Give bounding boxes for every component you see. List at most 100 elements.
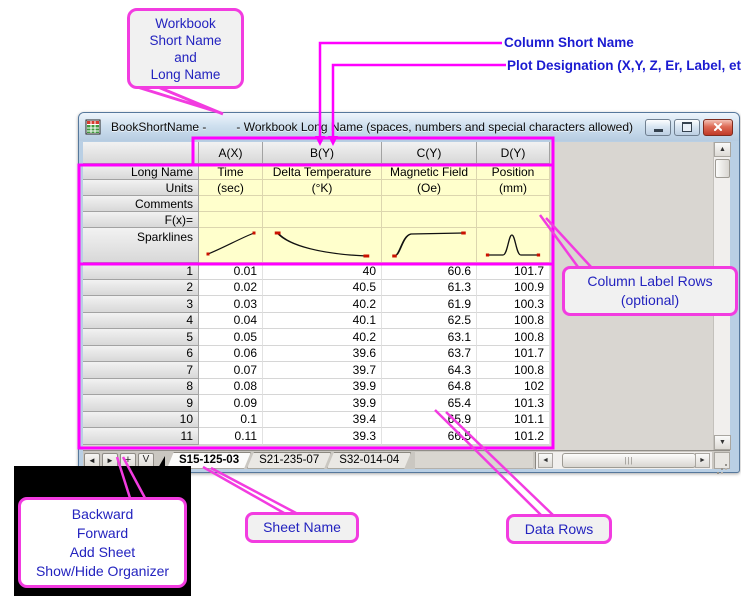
data-cell[interactable]: 100.8 [477,362,550,379]
data-cell[interactable]: 65.9 [382,411,477,428]
row-number[interactable]: 1 [83,263,199,280]
data-cell[interactable]: 101.1 [477,411,550,428]
row-header[interactable]: Units [83,180,199,196]
data-cell[interactable]: 101.7 [477,345,550,362]
data-cell[interactable]: 61.9 [382,296,477,313]
data-cell[interactable]: 39.9 [263,378,382,395]
scroll-left-icon[interactable]: ◄ [538,452,553,468]
sheet-tab-2[interactable]: S21-235-07 [247,452,331,469]
data-cell[interactable]: 60.6 [382,263,477,280]
data-cell[interactable]: 0.02 [199,279,263,296]
data-cell[interactable]: 63.7 [382,345,477,362]
resize-grip[interactable] [714,451,730,469]
row-header[interactable]: Sparklines [83,228,199,263]
data-cell[interactable]: 39.6 [263,345,382,362]
data-cell[interactable]: 40.1 [263,312,382,329]
row-header[interactable]: F(x)= [83,212,199,228]
data-cell[interactable]: 100.8 [477,312,550,329]
scroll-up-icon[interactable]: ▲ [714,142,731,157]
label-cell[interactable]: Delta Temperature [263,164,382,180]
sheet-tab-1[interactable]: S15-125-03 [167,452,251,469]
row-number[interactable]: 11 [83,428,199,445]
data-cell[interactable]: 65.4 [382,395,477,412]
label-cell[interactable]: (Oe) [382,180,477,196]
data-cell[interactable]: 40.2 [263,296,382,313]
label-cell[interactable]: Magnetic Field [382,164,477,180]
row-number[interactable]: 5 [83,329,199,346]
label-cell[interactable] [263,212,382,228]
corner-cell[interactable] [83,142,199,164]
row-number[interactable]: 2 [83,279,199,296]
data-cell[interactable]: 0.04 [199,312,263,329]
data-cell[interactable]: 0.09 [199,395,263,412]
label-cell[interactable]: (mm) [477,180,550,196]
data-cell[interactable]: 66.5 [382,428,477,445]
minimize-button[interactable] [645,118,671,136]
label-cell[interactable] [382,196,477,212]
restore-button[interactable] [674,118,700,136]
data-cell[interactable]: 0.1 [199,411,263,428]
data-cell[interactable]: 39.4 [263,411,382,428]
data-cell[interactable]: 63.1 [382,329,477,346]
backward-button[interactable]: ◄ [84,452,100,468]
data-cell[interactable]: 101.2 [477,428,550,445]
data-cell[interactable]: 0.01 [199,263,263,280]
row-number[interactable]: 8 [83,378,199,395]
data-cell[interactable]: 39.7 [263,362,382,379]
data-cell[interactable]: 39.3 [263,428,382,445]
sparkline-cell[interactable] [199,228,263,263]
row-number[interactable]: 7 [83,362,199,379]
data-cell[interactable]: 0.03 [199,296,263,313]
sparkline-cell[interactable] [477,228,550,263]
data-cell[interactable]: 100.9 [477,279,550,296]
data-cell[interactable]: 40 [263,263,382,280]
column-header-a[interactable]: A(X) [199,142,263,164]
close-button[interactable] [703,118,733,136]
sheet-tab-3[interactable]: S32-014-04 [327,452,411,469]
row-number[interactable]: 10 [83,411,199,428]
label-cell[interactable] [477,212,550,228]
data-cell[interactable]: 0.08 [199,378,263,395]
data-cell[interactable]: 101.3 [477,395,550,412]
scroll-right-icon[interactable]: ► [695,452,710,468]
row-header[interactable]: Long Name [83,164,199,180]
column-header-b[interactable]: B(Y) [263,142,382,164]
sparkline-cell[interactable] [263,228,382,263]
data-cell[interactable]: 0.11 [199,428,263,445]
row-number[interactable]: 6 [83,345,199,362]
label-cell[interactable]: Time [199,164,263,180]
horizontal-scrollbar[interactable]: ◄ ||| ► [535,451,712,469]
titlebar[interactable]: BookShortName - - Workbook Long Name (sp… [79,113,739,141]
data-cell[interactable]: 100.8 [477,329,550,346]
row-header[interactable]: Comments [83,196,199,212]
scroll-down-icon[interactable]: ▼ [714,435,731,450]
data-cell[interactable]: 0.07 [199,362,263,379]
label-cell[interactable] [382,212,477,228]
column-header-c[interactable]: C(Y) [382,142,477,164]
row-number[interactable]: 4 [83,312,199,329]
data-cell[interactable]: 64.3 [382,362,477,379]
label-cell[interactable] [199,196,263,212]
data-cell[interactable]: 40.5 [263,279,382,296]
row-number[interactable]: 3 [83,296,199,313]
data-cell[interactable]: 62.5 [382,312,477,329]
label-cell[interactable]: (°K) [263,180,382,196]
vscroll-thumb[interactable] [715,159,730,178]
label-cell[interactable]: (sec) [199,180,263,196]
data-cell[interactable]: 40.2 [263,329,382,346]
hscroll-thumb[interactable]: ||| [562,452,696,468]
data-cell[interactable]: 102 [477,378,550,395]
label-cell[interactable] [263,196,382,212]
label-cell[interactable]: Position [477,164,550,180]
data-cell[interactable]: 100.3 [477,296,550,313]
label-cell[interactable] [477,196,550,212]
data-cell[interactable]: 64.8 [382,378,477,395]
data-cell[interactable]: 0.06 [199,345,263,362]
data-cell[interactable]: 61.3 [382,279,477,296]
label-cell[interactable] [199,212,263,228]
data-cell[interactable]: 0.05 [199,329,263,346]
row-number[interactable]: 9 [83,395,199,412]
sparkline-cell[interactable] [382,228,477,263]
column-header-d[interactable]: D(Y) [477,142,550,164]
data-cell[interactable]: 101.7 [477,263,550,280]
